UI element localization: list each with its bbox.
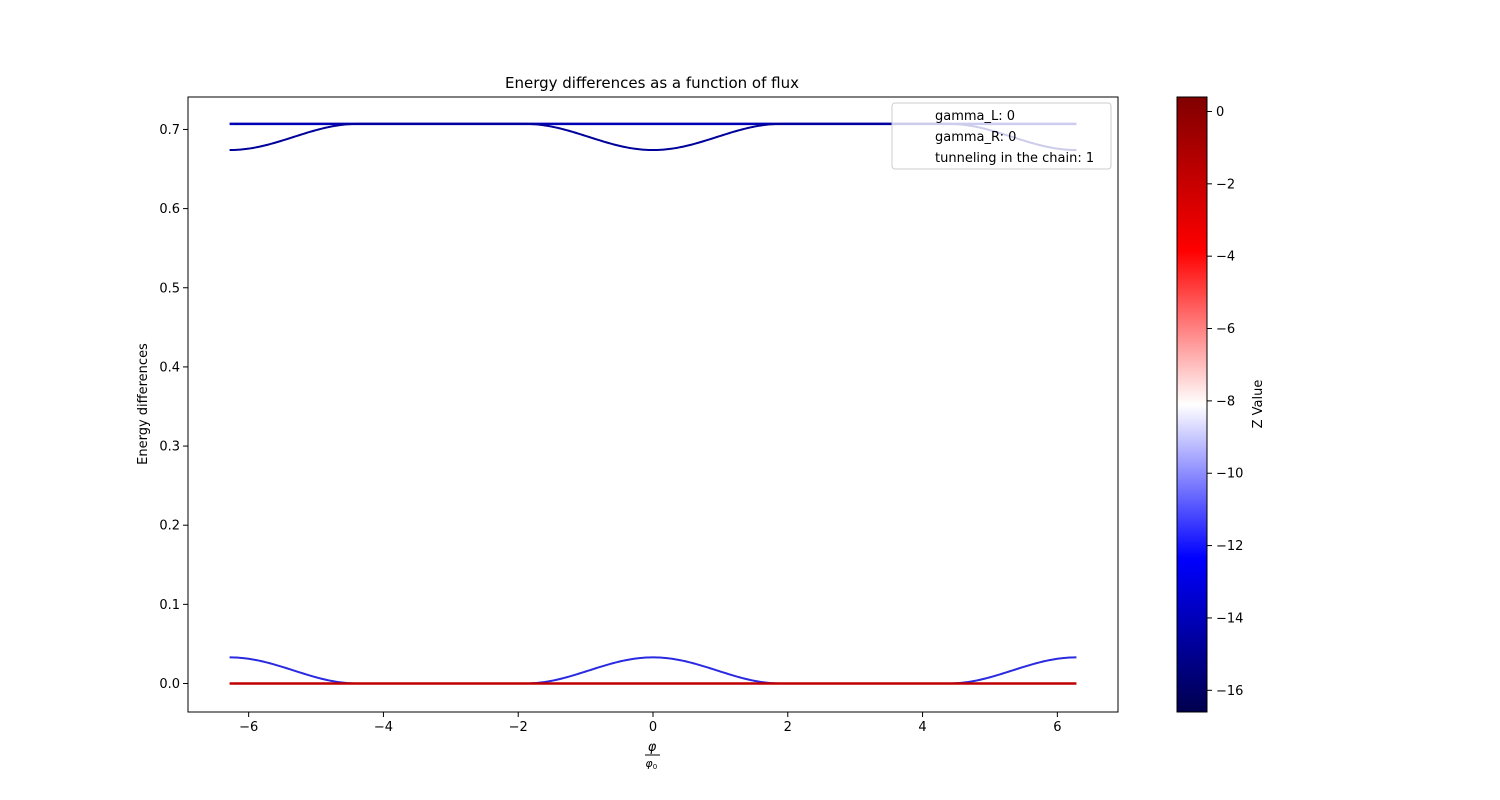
colorbar-tick-label: −10 bbox=[1216, 467, 1243, 482]
x-label-numerator: φ bbox=[648, 740, 657, 755]
x-axis: −6 −4 −2 0 2 4 6 bbox=[239, 712, 1061, 735]
colorbar-gradient bbox=[1176, 96, 1208, 713]
series-layer bbox=[229, 122, 1077, 685]
colorbar-tick-label: −8 bbox=[1216, 394, 1235, 409]
y-tick-label: 0.5 bbox=[159, 281, 180, 296]
x-tick-label: 4 bbox=[918, 720, 926, 735]
x-label-denominator-sub: 0 bbox=[653, 763, 657, 771]
y-tick-label: 0.1 bbox=[159, 598, 180, 613]
colorbar-tick-label: −12 bbox=[1216, 539, 1243, 554]
legend-box bbox=[891, 102, 1112, 170]
x-tick-label: −6 bbox=[239, 720, 258, 735]
colorbar-tick-label: −16 bbox=[1216, 684, 1243, 699]
x-tick-label: 0 bbox=[649, 720, 657, 735]
legend-entry-tunneling: tunneling in the chain: 1 bbox=[935, 151, 1094, 166]
y-tick-label: 0.4 bbox=[159, 360, 180, 375]
y-tick-label: 0.3 bbox=[159, 440, 180, 455]
colorbar-tick-label: −2 bbox=[1216, 177, 1235, 192]
colorbar-ticks: 0 −2 −4 −6 −8 −10 −12 −14 −16 bbox=[1207, 105, 1243, 699]
x-tick-label: 6 bbox=[1053, 720, 1061, 735]
x-tick-label: 2 bbox=[784, 720, 792, 735]
colorbar-tick-label: −6 bbox=[1216, 322, 1235, 337]
legend-entry-gamma-r: gamma_R: 0 bbox=[935, 130, 1016, 145]
colorbar: 0 −2 −4 −6 −8 −10 −12 −14 −16 Z Value bbox=[1176, 96, 1266, 713]
colorbar-tick-label: −14 bbox=[1216, 611, 1243, 626]
y-tick-label: 0.6 bbox=[159, 202, 180, 217]
x-tick-label: −4 bbox=[374, 720, 393, 735]
series-line-3 bbox=[229, 656, 1077, 685]
y-axis-label: Energy differences bbox=[136, 343, 151, 465]
y-tick-label: 0.2 bbox=[159, 519, 180, 534]
legend: gamma_L: 0 gamma_R: 0 tunneling in the c… bbox=[891, 102, 1112, 170]
y-tick-label: 0.7 bbox=[159, 123, 180, 138]
x-label-denominator: φ bbox=[645, 757, 653, 770]
colorbar-label: Z Value bbox=[1251, 380, 1266, 429]
x-tick-label: −2 bbox=[509, 720, 528, 735]
y-tick-label: 0.0 bbox=[159, 677, 180, 692]
legend-entry-gamma-l: gamma_L: 0 bbox=[935, 109, 1015, 124]
chart-title: Energy differences as a function of flux bbox=[505, 74, 799, 92]
x-axis-label: φ φ 0 bbox=[645, 740, 660, 771]
plot-frame bbox=[187, 96, 1119, 713]
y-axis: 0.0 0.1 0.2 0.3 0.4 0.5 0.6 0.7 bbox=[159, 123, 188, 692]
colorbar-tick-label: −4 bbox=[1216, 250, 1235, 265]
colorbar-tick-label: 0 bbox=[1216, 105, 1224, 120]
